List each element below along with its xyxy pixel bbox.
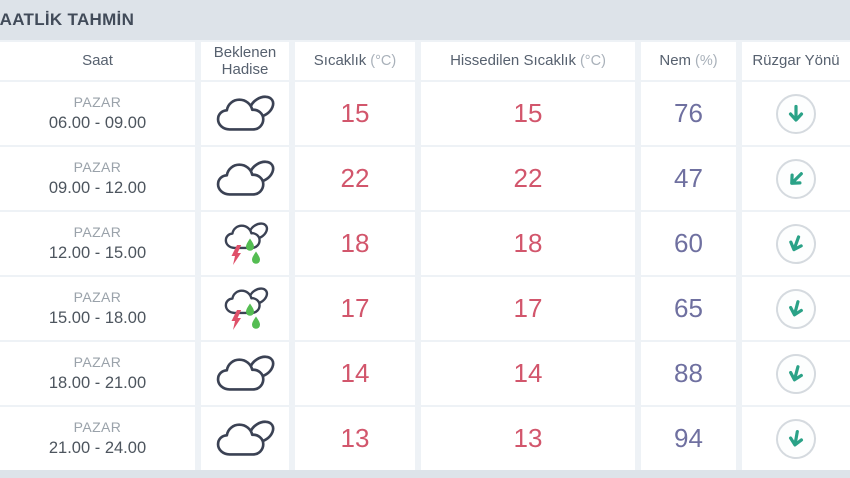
temperature-value: 22 — [295, 147, 415, 210]
column-label: Sıcaklık — [313, 52, 367, 70]
temperature-value: 13 — [295, 407, 415, 470]
column-label: Nem — [659, 52, 692, 70]
wind-direction-icon — [772, 415, 820, 462]
time-range-label: 12.00 - 15.00 — [48, 243, 147, 262]
wind-direction-icon — [767, 150, 825, 207]
wind-arrow-glyph — [788, 429, 804, 447]
condition-cell — [201, 342, 289, 405]
wind-arrow-glyph — [790, 171, 803, 185]
time-cell: PAZAR 12.00 - 15.00 — [0, 212, 195, 275]
humidity-value: 94 — [641, 407, 736, 470]
column-unit: (°C) — [370, 52, 397, 69]
column-header-nem: Nem (%) — [641, 42, 736, 80]
feels-like-value: 13 — [421, 407, 635, 470]
feels-like-value: 14 — [421, 342, 635, 405]
clouds-icon — [216, 94, 275, 131]
condition-cell — [201, 407, 289, 470]
humidity-value: 88 — [641, 342, 736, 405]
day-label: PAZAR — [73, 288, 122, 305]
column-header-saat: Saat — [0, 42, 195, 80]
column-unit: (%) — [695, 52, 718, 69]
column-header-beklenen-hadise: Beklenen Hadise — [201, 42, 289, 80]
wind-cell — [742, 277, 850, 340]
clouds-icon — [216, 354, 275, 391]
time-cell: PAZAR 06.00 - 09.00 — [0, 82, 195, 145]
column-label: Beklenen Hadise — [213, 43, 277, 78]
wind-cell — [742, 212, 850, 275]
wind-direction-icon — [771, 284, 821, 333]
thunderstorm-icon — [224, 221, 269, 265]
condition-cell — [201, 147, 289, 210]
condition-cell — [201, 212, 289, 275]
time-cell: PAZAR 15.00 - 18.00 — [0, 277, 195, 340]
feels-like-value: 22 — [421, 147, 635, 210]
time-cell: PAZAR 21.00 - 24.00 — [0, 407, 195, 470]
wind-cell — [742, 342, 850, 405]
feels-like-value: 15 — [421, 82, 635, 145]
feels-like-value: 17 — [421, 277, 635, 340]
raindrop-glyph — [252, 316, 260, 329]
temperature-value: 15 — [295, 82, 415, 145]
column-header-sicaklik: Sıcaklık (°C) — [295, 42, 415, 80]
temperature-value: 17 — [295, 277, 415, 340]
time-range-label: 09.00 - 12.00 — [48, 178, 147, 197]
wind-direction-icon — [776, 93, 816, 134]
wind-arrow-glyph — [789, 234, 803, 251]
humidity-value: 47 — [641, 147, 736, 210]
wind-arrow-glyph — [789, 299, 803, 316]
day-label: PAZAR — [73, 418, 122, 435]
humidity-value: 65 — [641, 277, 736, 340]
wind-arrow-glyph — [789, 364, 803, 381]
time-cell: PAZAR 09.00 - 12.00 — [0, 147, 195, 210]
thunderstorm-icon — [224, 286, 269, 330]
raindrop-glyph — [246, 238, 254, 251]
wind-direction-icon — [770, 217, 822, 270]
wind-cell — [742, 82, 850, 145]
wind-arrow-glyph — [788, 104, 804, 122]
lightning-glyph — [231, 309, 242, 330]
wind-cell — [742, 147, 850, 210]
column-label: Hissedilen Sıcaklık — [450, 52, 576, 70]
wind-direction-icon — [771, 349, 821, 398]
widget-header: SAATLİK TAHMİN — [0, 0, 850, 40]
raindrop-glyph — [252, 251, 260, 264]
lightning-glyph — [231, 244, 242, 265]
column-unit: (°C) — [579, 52, 606, 69]
column-header-ruzgar-yonu: Rüzgar Yönü — [742, 42, 850, 80]
forecast-table: Saat Beklenen Hadise Sıcaklık (°C) Hissed… — [0, 42, 850, 470]
time-range-label: 06.00 - 09.00 — [48, 113, 147, 132]
bottom-edge — [0, 470, 850, 478]
day-label: PAZAR — [73, 93, 122, 110]
condition-cell — [201, 277, 289, 340]
time-range-label: 18.00 - 21.00 — [48, 373, 147, 392]
time-range-label: 21.00 - 24.00 — [48, 438, 147, 457]
day-label: PAZAR — [73, 223, 122, 240]
humidity-value: 60 — [641, 212, 736, 275]
column-label: Rüzgar Yönü — [752, 52, 840, 70]
temperature-value: 18 — [295, 212, 415, 275]
temperature-value: 14 — [295, 342, 415, 405]
day-label: PAZAR — [73, 353, 122, 370]
feels-like-value: 18 — [421, 212, 635, 275]
widget-title: SAATLİK TAHMİN — [0, 10, 135, 29]
column-label: Saat — [82, 52, 113, 70]
time-cell: PAZAR 18.00 - 21.00 — [0, 342, 195, 405]
column-header-hissedilen-sicaklik: Hissedilen Sıcaklık (°C) — [421, 42, 635, 80]
wind-cell — [742, 407, 850, 470]
clouds-icon — [216, 419, 275, 456]
clouds-icon — [216, 159, 275, 196]
raindrop-glyph — [246, 303, 254, 316]
time-range-label: 15.00 - 18.00 — [48, 308, 147, 327]
condition-cell — [201, 82, 289, 145]
humidity-value: 76 — [641, 82, 736, 145]
day-label: PAZAR — [73, 158, 122, 175]
